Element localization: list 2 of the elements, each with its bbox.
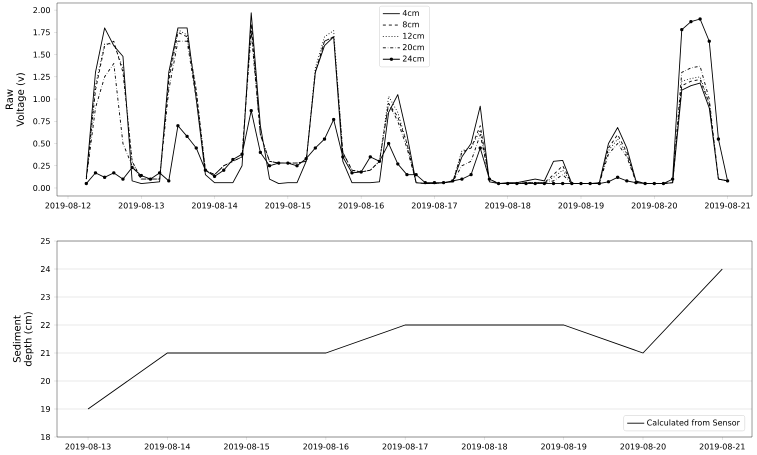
y-axis-title: Raw Voltage (v): [6, 73, 26, 127]
y-axis-title: Sediment depth (cm): [12, 312, 34, 366]
